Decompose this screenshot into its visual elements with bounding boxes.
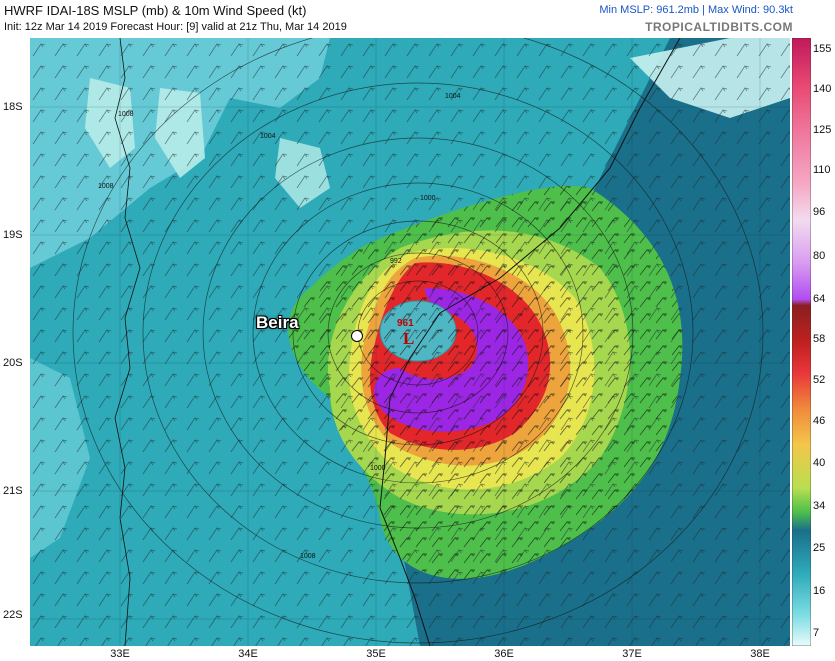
isobar-label: 1000 (420, 195, 436, 202)
isobar-label: 1004 (260, 133, 276, 140)
colorbar-tick: 34 (813, 500, 826, 512)
lat-label: 20S (3, 357, 23, 369)
isobar-label: 1000 (370, 465, 386, 472)
lat-label: 22S (3, 609, 23, 621)
grid-lines (30, 38, 790, 646)
map-title: HWRF IDAI-18S MSLP (mb) & 10m Wind Speed… (4, 3, 307, 18)
lat-label: 18S (3, 101, 23, 113)
colorbar-tick: 155 (813, 43, 832, 55)
map-panel: 1008 1008 1004 1000 992 1000 1008 1004 (30, 38, 790, 646)
colorbar-tick: 58 (813, 333, 826, 345)
lon-label: 36E (494, 648, 514, 660)
isobar-label: 1008 (98, 183, 114, 190)
colorbar-tick: 64 (813, 293, 826, 305)
colorbar-tick: 25 (813, 542, 826, 554)
colorbar (792, 38, 811, 646)
country-border (114, 38, 141, 646)
stats-text: Min MSLP: 961.2mb | Max Wind: 90.3kt (599, 4, 793, 16)
coastline (379, 38, 681, 646)
isobar-label: 992 (390, 258, 402, 265)
colorbar-tick: 80 (813, 250, 826, 262)
colorbar-tick: 140 (813, 83, 832, 95)
map-subtitle: Init: 12z Mar 14 2019 Forecast Hour: [9]… (4, 21, 347, 33)
isobar-label: 1008 (118, 111, 134, 118)
colorbar-tick: 16 (813, 585, 826, 597)
isobar-label: 1004 (445, 93, 461, 100)
colorbar-scale (792, 38, 811, 646)
isobars (72, 38, 764, 644)
colorbar-tick: 7 (813, 627, 820, 639)
lon-label: 35E (366, 648, 386, 660)
brand-watermark: TROPICALTIDBITS.COM (645, 20, 793, 34)
low-pressure-symbol: L (403, 329, 415, 348)
low-pressure-value: 961 (397, 318, 414, 329)
lon-label: 33E (110, 648, 130, 660)
colorbar-tick: 96 (813, 206, 826, 218)
colorbar-tick: 46 (813, 415, 826, 427)
wind-field-map: 1008 1008 1004 1000 992 1000 1008 1004 (30, 38, 790, 646)
city-label-beira: Beira (256, 313, 299, 332)
city-marker (351, 330, 363, 342)
lat-label: 21S (3, 485, 23, 497)
lon-label: 37E (622, 648, 642, 660)
lon-label: 38E (750, 648, 770, 660)
colorbar-tick: 40 (813, 457, 826, 469)
isobar-label: 1008 (300, 553, 316, 560)
colorbar-tick: 125 (813, 124, 832, 136)
colorbar-tick: 52 (813, 374, 826, 386)
lat-label: 19S (3, 229, 23, 241)
colorbar-tick: 110 (813, 164, 831, 176)
header: HWRF IDAI-18S MSLP (mb) & 10m Wind Speed… (0, 0, 835, 38)
lon-label: 34E (238, 648, 258, 660)
